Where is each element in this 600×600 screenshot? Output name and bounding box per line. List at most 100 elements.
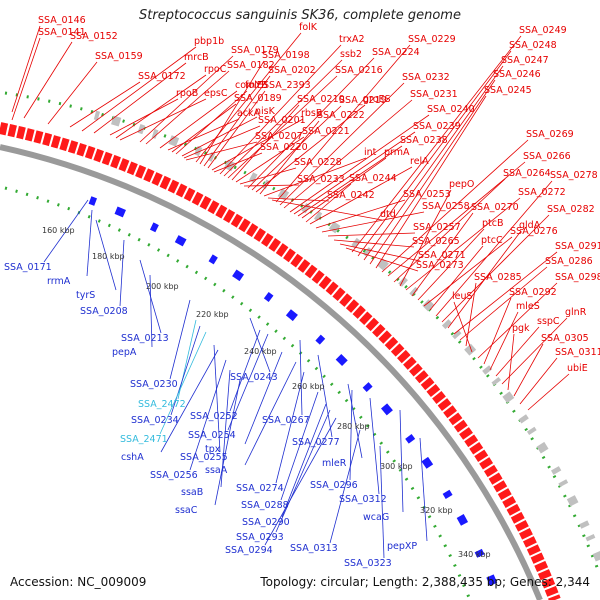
forward-gene-label: SSA_0291 (555, 241, 600, 252)
forward-gene-label: SSA_0146 (38, 15, 86, 26)
forward-gene-label: SSA_0265 (412, 236, 460, 247)
forward-label-leader (405, 197, 521, 291)
reverse-label-leader (95, 219, 117, 291)
forward-gene-label: SSA_0298 (555, 272, 600, 283)
forward-label-leader (199, 60, 265, 165)
forward-gene-label: SSA_0179 (231, 45, 279, 56)
forward-label-leader (115, 74, 207, 139)
forward-label-leader (275, 44, 411, 203)
forward-gene-label: SSA_0305 (541, 333, 589, 344)
forward-label-leader (223, 59, 343, 177)
forward-gene-label: trxA2 (339, 34, 365, 45)
reverse-label-leader (347, 383, 363, 459)
reverse-label-leader (159, 331, 207, 435)
kbp-tick-label: 300 kbp (380, 462, 413, 471)
forward-gene-label: SSA_0232 (402, 72, 450, 83)
reverse-gene-label: tpx (205, 444, 221, 455)
kbp-tick-label: 160 kbp (42, 226, 75, 235)
forward-label-leader (239, 167, 297, 185)
reverse-label-leader (244, 361, 297, 466)
reverse-label-leader (249, 317, 271, 373)
forward-gene-label: SSA_0240 (427, 104, 475, 115)
kbp-tick-label: 280 kbp (337, 422, 370, 431)
forward-gene-label: SSA_0219 (339, 95, 387, 106)
forward-gene-label: SSA_0239 (413, 121, 461, 132)
reverse-label-leader (280, 391, 319, 501)
forward-label-leader (441, 214, 550, 323)
forward-gene-label: pgk (512, 323, 530, 334)
reverse-gene-label: SSA_0230 (130, 379, 178, 390)
forward-label-leader (195, 32, 302, 163)
reverse-label-leader (214, 379, 241, 506)
backbone-circle (0, 144, 543, 600)
forward-gene-label: SSA_0201 (258, 115, 306, 126)
forward-gene-label: mrcB (184, 52, 209, 63)
reverse-gene-label: SSA_0234 (131, 415, 179, 426)
forward-label-leader (453, 251, 558, 335)
forward-gene-label: SSA_0222 (317, 110, 365, 121)
forward-label-leader (519, 357, 558, 405)
forward-label-leader (145, 70, 230, 145)
forward-label-leader (429, 245, 484, 311)
forward-gene-label: SSA_0238 (400, 135, 448, 146)
forward-label-leader (321, 211, 425, 233)
forward-gene-label: SSA_0231 (410, 89, 458, 100)
reverse-gene-label: SSA_0274 (236, 483, 284, 494)
forward-gene-label: SSA_0249 (519, 25, 567, 36)
forward-gene-label: prmA (384, 147, 410, 158)
forward-gene-label: SSA_0172 (138, 71, 186, 82)
reverse-gene-label: SSA_0254 (188, 430, 236, 441)
forward-gene-label: SSA_0292 (509, 287, 557, 298)
forward-gene-label: gldA (519, 220, 541, 231)
reverse-gene-label: SSA_0243 (230, 372, 278, 383)
forward-label-leader (175, 90, 248, 155)
forward-label-leader (227, 75, 338, 179)
forward-label-leader (369, 79, 496, 265)
forward-gene-label: mleS (516, 301, 540, 312)
forward-gene-label: SSA_0269 (526, 129, 574, 140)
forward-label-leader (527, 373, 570, 411)
forward-gene-label: SSA_0198 (262, 50, 310, 61)
forward-label-leader (47, 61, 98, 125)
reverse-gene-label: SSA_0312 (339, 494, 387, 505)
forward-label-leader (159, 90, 238, 149)
forward-label-leader (315, 199, 406, 229)
forward-label-leader (327, 232, 416, 237)
forward-gene-label: ssb2 (340, 49, 362, 60)
forward-label-leader (259, 120, 320, 195)
forward-label-leader (243, 184, 300, 187)
reverse-gene-label: ssaA (205, 465, 228, 476)
reverse-gene-label: wcaG (363, 512, 389, 523)
reverse-gene-label: tyrS (76, 290, 95, 301)
forward-label-leader (489, 311, 519, 371)
forward-label-leader (297, 145, 403, 217)
forward-gene-label: SSA_0233 (297, 174, 345, 185)
gc-skew-dots-outer (4, 91, 600, 576)
reverse-label-leader (281, 403, 327, 518)
forward-gene-label: SSA_0270 (471, 202, 519, 213)
forward-gene-label: SSA_0202 (268, 65, 316, 76)
forward-label-leader (305, 183, 352, 223)
forward-gene-label: dtd (380, 209, 396, 220)
forward-label-leader (447, 230, 522, 329)
reverse-gene-label: SSA_0252 (190, 411, 238, 422)
reverse-label-leader (317, 354, 333, 438)
forward-gene-label: SSA_0189 (234, 93, 282, 104)
forward-gene-label: SSA_0228 (294, 157, 342, 168)
forward-label-leader (211, 118, 304, 171)
forward-gene-label: SSA_0285 (474, 272, 522, 283)
forward-label-leader (393, 178, 506, 283)
forward-gene-label: SSA_0282 (547, 204, 595, 215)
forward-gene-label: sspC (537, 316, 560, 327)
forward-gene-label: rbsB (301, 108, 322, 119)
forward-gene-label: folE (245, 80, 263, 91)
reverse-label-leader (213, 344, 221, 453)
forward-label-leader (283, 99, 413, 209)
forward-label-leader (453, 301, 473, 353)
forward-gene-label: SSA_0216 (335, 65, 383, 76)
kbp-tick-label: 220 kbp (196, 310, 229, 319)
forward-label-leader (363, 65, 504, 261)
forward-label-leader (203, 75, 271, 167)
forward-label-leader (11, 25, 41, 113)
kbp-tick-label: 340 kbp (458, 550, 491, 559)
